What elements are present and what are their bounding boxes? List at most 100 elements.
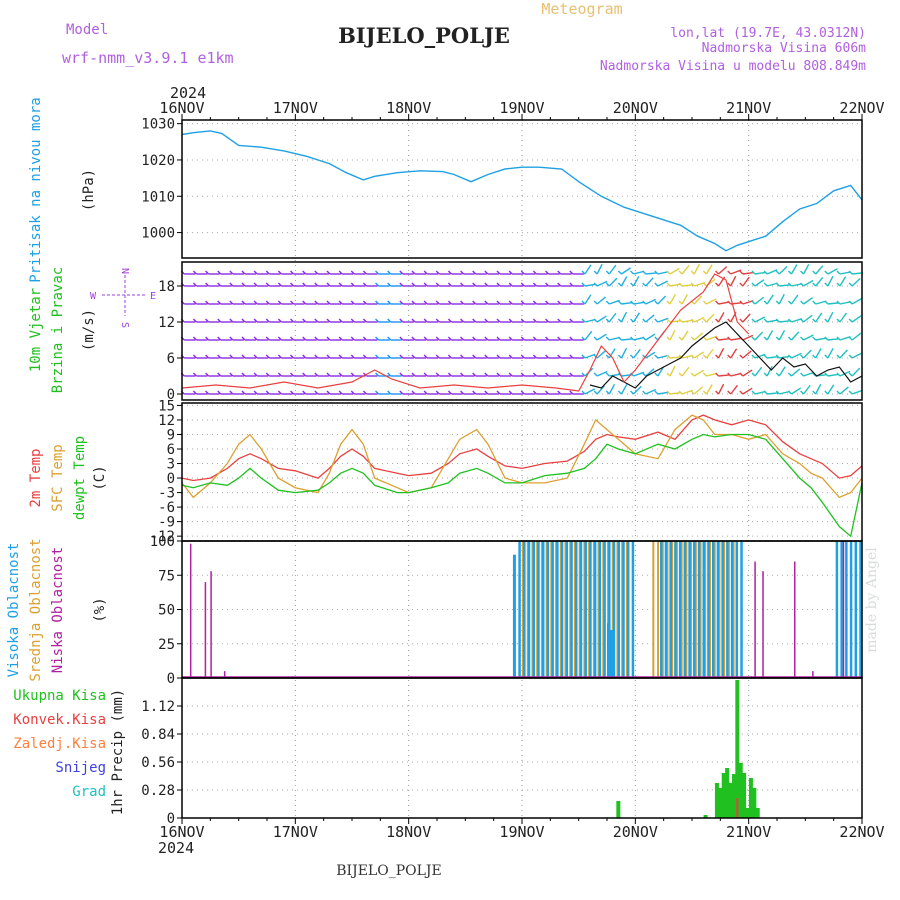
low-cloud-bar [754,561,756,678]
wind-barb-flag [423,390,428,395]
wind-barb-flag [812,372,817,377]
wind-barb-flag [350,282,355,287]
wind-barb-flag [265,270,270,275]
wind-barb-flag [848,282,853,287]
wind-barb [803,334,814,341]
wind-barb-flag [751,282,756,287]
model-name: wrf-nmm_v3.9.1 e1km [62,49,234,67]
wind-barb-flag [314,282,319,287]
wind-barb-flag [836,336,841,341]
wind-barb-flag [423,318,428,323]
wind-barb-flag [581,354,586,359]
wind-barb [791,318,803,323]
wind-barb-flag [751,300,756,305]
wind-barb-flag [484,390,489,395]
temp-unit: (C) [92,465,108,490]
wind-barb-flag [265,336,270,341]
pressure-ylabel: Pritisak na nivou mora [28,97,44,282]
wind-barb-flag [848,390,853,395]
wind-barb [682,319,694,323]
wind-barb-flag [666,390,671,395]
wind-barb [802,384,811,395]
y-tick-label: 6 [167,351,175,367]
wind-barb-flag [545,354,550,359]
wind-barb-flag [848,318,853,323]
precip-legend-item: Ukupna Kisa [13,688,106,704]
wind-barb-flag [362,318,367,323]
wind-barb [827,338,839,341]
wind-barb [608,383,616,395]
wind-barb-flag [775,282,780,287]
wind-barb-flag [532,270,537,275]
wind-barb [596,315,607,323]
wind-barb-flag [229,300,234,305]
wind-barb [621,302,633,305]
wind-barb-flag [654,354,659,359]
wind-barb-flag [654,282,659,287]
wind-barb [705,264,713,275]
wind-barb-flag [472,270,477,275]
wind-barb [584,330,593,341]
wind-barb-flag [192,270,197,275]
wind-barb-flag [460,372,465,377]
wind-barb-flag [326,300,331,305]
temp-ylabel-2m: 2m Temp [28,448,44,507]
wind-barb-flag [581,372,586,377]
wind-barb-flag [812,390,817,395]
wind-barb-flag [763,354,768,359]
wind-barb [596,333,607,341]
wind-barb [851,389,863,395]
y-tick-label: 0 [167,471,175,487]
wind-barb [693,316,705,323]
wind-barb-flag [362,354,367,359]
wind-barb-flag [545,390,550,395]
wind-barb [584,294,592,305]
wind-barb [706,298,717,305]
wind-barb-flag [411,390,416,395]
wind-barb-flag [192,354,197,359]
mid-cloud-bar [569,541,572,678]
wind-barb-flag [326,282,331,287]
wind-barb-flag [569,372,574,377]
wind-barb-flag [605,270,610,275]
wind-barb-flag [642,282,647,287]
wind-barb-flag [338,336,343,341]
wind-barb [839,301,851,305]
wind-speed-line [589,321,863,389]
wind-barb-flag [496,270,501,275]
wind-barb-flag [605,336,610,341]
wind-barb-flag [557,300,562,305]
wind-barb-flag [350,318,355,323]
wind-barb-flag [593,336,598,341]
wind-barb-flag [630,318,635,323]
wind-barb-flag [739,354,744,359]
wind-barb-flag [229,372,234,377]
compass-west: W [90,291,97,302]
wind-barb [815,337,827,341]
low-cloud-bar [204,582,207,678]
wind-barb-flag [350,372,355,377]
wind-barb-flag [460,318,465,323]
high-cloud-bar [575,541,578,678]
wind-barb-flag [690,270,695,275]
wind-barb-flag [690,282,695,287]
wind-barb-flag [605,390,610,395]
wind-barb-flag [338,282,343,287]
wind-barb-flag [666,372,671,377]
high-cloud-bar [608,541,611,678]
wind-barb-flag [435,300,440,305]
wind-barb-flag [848,354,853,359]
mid-cloud-bar [522,541,524,678]
wind-barb-flag [557,336,562,341]
y-tick-label: -9 [158,515,175,531]
wind-barb-flag [532,372,537,377]
wind-barb-flag [763,270,768,275]
high-cloud-bar [854,541,858,678]
wind-barb-flag [205,390,210,395]
wind-barb-flag [460,390,465,395]
wind-barb-flag [205,336,210,341]
wind-barb-flag [557,390,562,395]
wind-barb-flag [532,300,537,305]
wind-barb-flag [800,270,805,275]
wind-unit: (m/s) [81,309,97,351]
